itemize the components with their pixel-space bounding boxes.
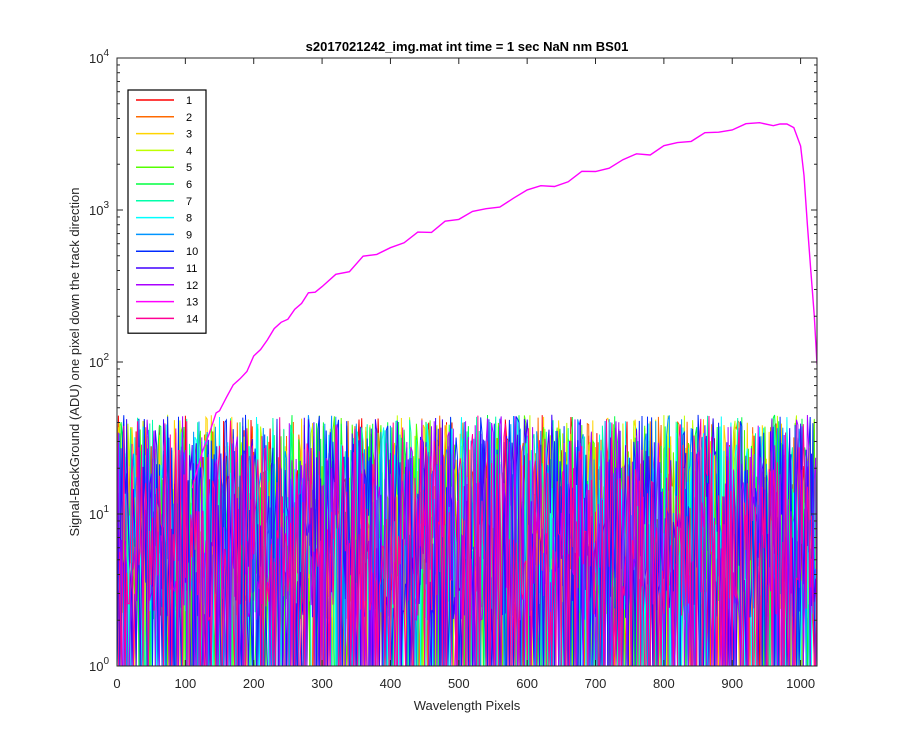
legend-label-2: 2 xyxy=(186,112,192,124)
x-tick-label: 0 xyxy=(113,676,120,691)
x-tick-label: 800 xyxy=(653,676,675,691)
x-tick-label: 300 xyxy=(311,676,333,691)
legend-label-14: 14 xyxy=(186,313,198,325)
legend-label-7: 7 xyxy=(186,196,192,208)
series-line-14 xyxy=(117,415,817,666)
axes-layer: 0 100 200 300 400 500 600 700 800 900 100010010110… xyxy=(89,48,818,691)
series-line-12 xyxy=(117,414,817,666)
x-tick-label: 400 xyxy=(380,676,402,691)
y-tick-label: 103 xyxy=(89,200,109,218)
legend-label-6: 6 xyxy=(186,179,192,191)
legend-label-3: 3 xyxy=(186,129,192,141)
y-tick-label: 104 xyxy=(89,48,109,66)
y-tick-label: 102 xyxy=(89,352,109,370)
legend-label-9: 9 xyxy=(186,229,192,241)
legend-label-11: 11 xyxy=(186,263,197,275)
x-tick-label: 900 xyxy=(721,676,743,691)
chart-title: s2017021242_img.mat int time = 1 sec NaN… xyxy=(306,39,629,54)
x-tick-label: 1000 xyxy=(786,676,815,691)
legend-label-8: 8 xyxy=(186,213,192,225)
x-tick-label: 100 xyxy=(175,676,197,691)
series-layer xyxy=(117,121,817,666)
x-tick-label: 700 xyxy=(585,676,607,691)
y-tick-label: 100 xyxy=(89,656,109,674)
legend-label-12: 12 xyxy=(186,280,198,292)
y-tick-label: 101 xyxy=(89,504,109,522)
legend-box xyxy=(127,89,207,334)
legend-label-10: 10 xyxy=(186,246,198,258)
series-line-13 xyxy=(191,121,817,489)
legend-label-5: 5 xyxy=(186,162,192,174)
legend-label-4: 4 xyxy=(186,145,192,157)
y-axis-label: Signal-BackGround (ADU) one pixel down t… xyxy=(67,187,82,536)
x-tick-label: 600 xyxy=(516,676,538,691)
legend-label-13: 13 xyxy=(186,297,198,309)
x-axis-label: Wavelength Pixels xyxy=(414,698,521,713)
legend-label-1: 1 xyxy=(186,95,192,107)
x-tick-label: 200 xyxy=(243,676,265,691)
x-tick-label: 500 xyxy=(448,676,470,691)
